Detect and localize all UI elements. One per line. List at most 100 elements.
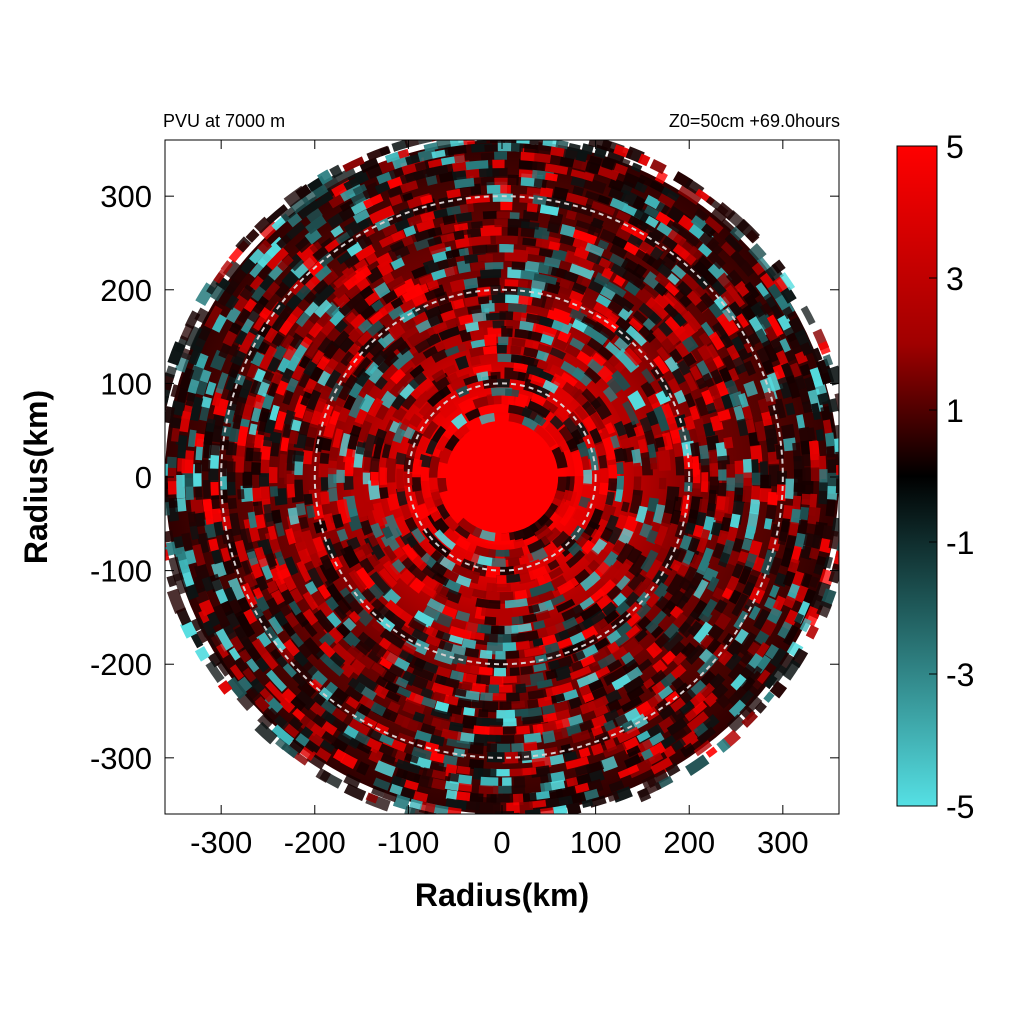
heatmap-cell [662,631,684,653]
heatmap-cell [403,516,418,533]
heatmap-cell [591,217,604,230]
heatmap-cell [333,318,348,334]
heatmap-cell [614,489,624,503]
heatmap-cell [744,281,760,299]
heatmap-cell [729,513,741,529]
heatmap-cell [372,777,391,791]
heatmap-cell [546,788,564,801]
heatmap-cell [579,602,603,623]
heatmap-cell [709,476,720,495]
heatmap-cell [605,281,627,298]
heatmap-cell [747,569,762,586]
heatmap-cell [427,226,443,238]
y-tick-label: 300 [100,179,152,214]
heatmap-cell [566,802,582,814]
heatmap-cell [581,798,594,808]
heatmap-cell [402,642,417,655]
heatmap-cell [356,761,370,776]
heatmap-cell [335,623,351,639]
colorbar-tick-label: -1 [946,525,974,561]
heatmap-cell [816,600,833,618]
heatmap-cell [227,497,238,510]
heatmap-cell [379,467,388,486]
heatmap-cell [607,351,629,373]
heatmap-cell [801,493,811,506]
heatmap-cell [429,508,442,523]
heatmap-cell [299,746,316,761]
heatmap-cell [672,311,689,328]
heatmap-cell [518,656,535,667]
heatmap-cell [323,301,340,318]
heatmap-cell [265,680,286,703]
heatmap-cell [589,795,607,808]
heatmap-cell [698,332,712,347]
heatmap-cell [810,402,822,421]
heatmap-cell [176,387,189,404]
heatmap-cell [444,129,459,139]
heatmap-cell [480,607,500,618]
heatmap-cell [220,547,231,562]
heatmap-cell [341,265,357,281]
heatmap-cell [807,506,821,525]
heatmap-cell [236,676,253,693]
heatmap-cell [402,752,419,764]
heatmap-cell [167,467,177,482]
heatmap-cell [306,505,316,519]
heatmap-cell [292,450,305,462]
heatmap-cell [769,647,787,668]
heatmap-cell [799,363,812,377]
heatmap-cell [369,456,380,473]
heatmap-cell [745,229,760,244]
heatmap-cell [379,487,389,500]
heatmap-cell [507,556,521,568]
heatmap-cell [347,718,371,739]
heatmap-cell [297,714,316,733]
heatmap-cell [313,609,335,634]
heatmap-cell [482,590,500,602]
heatmap-cell [504,598,529,609]
heatmap-cell [398,568,416,585]
heatmap-cell [639,723,665,745]
heatmap-cell [579,700,597,715]
heatmap-cell [202,498,212,512]
heatmap-cell [733,405,745,422]
heatmap-cell [609,241,629,259]
heatmap-cell [729,225,746,241]
heatmap-cell [777,621,794,640]
heatmap-cell [165,541,177,557]
heatmap-cell [834,438,839,455]
heatmap-cell [632,195,647,211]
heatmap-cell [483,122,497,134]
heatmap-cell [501,675,518,684]
heatmap-cell [781,659,801,681]
heatmap-cell [598,257,612,270]
heatmap-cell [695,275,711,290]
heatmap-cell [330,707,348,724]
title-right: Z0=50cm +69.0hours [669,111,840,131]
heatmap-cell [755,642,770,658]
heatmap-cell [365,318,384,337]
heatmap-cell [442,213,456,226]
heatmap-cell [670,509,682,525]
heatmap-cell [311,714,327,730]
heatmap-cell [344,283,362,300]
heatmap-cell [371,662,386,676]
heatmap-cell [287,430,299,445]
heatmap-cell [827,365,839,386]
heatmap-cell [539,712,558,724]
heatmap-cell [646,752,664,766]
heatmap-cell [768,465,780,487]
heatmap-cell [270,441,280,457]
heatmap-cell [379,146,391,157]
y-axis-label: Radius(km) [18,390,54,564]
heatmap-cell [548,241,561,251]
heatmap-cell [298,355,311,369]
heatmap-cell [339,198,357,213]
heatmap-cell [437,301,456,315]
heatmap-cell [826,485,838,501]
heatmap-cell [345,696,360,710]
heatmap-cell [235,236,252,253]
heatmap-cell [468,235,491,247]
heatmap-cell [242,471,253,489]
heatmap-cell [450,413,468,430]
